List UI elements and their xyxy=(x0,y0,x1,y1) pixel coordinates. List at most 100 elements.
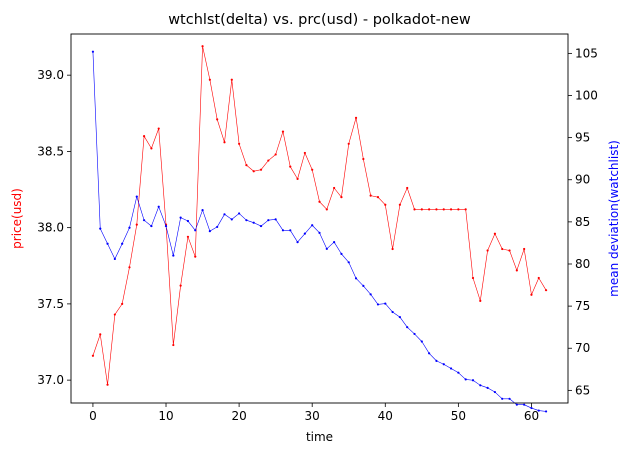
data-point xyxy=(186,235,190,238)
data-point xyxy=(457,208,460,211)
data-point xyxy=(121,302,124,305)
data-point xyxy=(333,240,336,244)
data-point xyxy=(420,340,423,343)
y-left-tick-label: 37.5 xyxy=(37,297,64,311)
y-right-tick-label: 90 xyxy=(575,173,590,187)
data-point xyxy=(223,141,226,144)
data-point xyxy=(391,310,394,314)
data-point xyxy=(523,403,526,406)
y-left-tick-label: 39.0 xyxy=(37,68,64,82)
data-point xyxy=(106,383,109,386)
data-point xyxy=(289,165,292,168)
y-right-tick-label: 105 xyxy=(575,46,598,60)
data-point xyxy=(296,177,299,180)
data-point xyxy=(164,224,168,228)
data-point xyxy=(201,45,204,48)
data-point xyxy=(252,170,255,173)
data-point xyxy=(303,232,306,235)
data-point xyxy=(369,194,372,197)
data-point xyxy=(99,333,102,336)
y-left-tick-label: 38.0 xyxy=(37,221,64,235)
data-point xyxy=(113,257,116,261)
data-point xyxy=(420,208,423,211)
data-point xyxy=(128,266,131,269)
data-point xyxy=(267,219,270,222)
data-point xyxy=(274,218,277,221)
data-point xyxy=(113,313,116,316)
x-axis: 0 10 20 30 40 50 60 xyxy=(89,403,539,423)
data-point xyxy=(194,229,197,232)
y-left-tick-label: 37.0 xyxy=(37,373,64,387)
data-point xyxy=(121,242,124,245)
data-point xyxy=(208,78,211,81)
data-point xyxy=(406,186,409,190)
data-point xyxy=(106,242,109,245)
x-tick-label: 50 xyxy=(451,409,466,423)
data-point xyxy=(172,343,175,347)
y-axis-left-label: price(usd) xyxy=(10,188,24,249)
data-point xyxy=(325,208,328,211)
data-point xyxy=(537,409,540,412)
data-point xyxy=(318,200,321,203)
data-point xyxy=(471,276,475,280)
data-point xyxy=(128,226,131,229)
data-point xyxy=(216,225,219,229)
data-point xyxy=(435,359,438,362)
data-point xyxy=(333,186,336,190)
data-point xyxy=(325,247,328,250)
data-point xyxy=(296,240,299,244)
data-point xyxy=(384,302,387,305)
data-point xyxy=(508,249,511,252)
data-point xyxy=(91,50,95,53)
data-point xyxy=(442,363,445,366)
y-axis-right-label: mean deviation(watchlist) xyxy=(607,140,621,297)
data-point xyxy=(238,212,241,215)
data-point xyxy=(252,221,255,224)
data-point xyxy=(406,326,409,329)
x-tick-label: 0 xyxy=(89,409,97,423)
x-tick-label: 40 xyxy=(378,409,393,423)
data-point xyxy=(179,216,182,219)
data-point xyxy=(486,249,489,252)
data-point xyxy=(99,227,102,230)
series-markers-price xyxy=(91,45,548,386)
x-tick-label: 60 xyxy=(524,409,539,423)
data-point xyxy=(493,232,497,235)
data-point xyxy=(157,205,160,208)
data-point xyxy=(238,142,241,145)
data-point xyxy=(216,118,219,121)
data-point xyxy=(201,208,204,212)
data-point xyxy=(194,255,197,258)
data-point xyxy=(354,277,358,280)
data-point xyxy=(464,378,467,381)
data-point xyxy=(457,371,460,374)
data-point xyxy=(435,208,438,211)
y-axis-right: 65 70 75 80 85 90 95 100 105 xyxy=(568,46,598,397)
data-point xyxy=(142,135,146,138)
data-point xyxy=(142,219,146,222)
data-point xyxy=(391,247,394,251)
data-point xyxy=(354,116,358,119)
data-point xyxy=(135,195,138,198)
data-point xyxy=(449,208,453,211)
data-point xyxy=(230,78,233,81)
data-point xyxy=(398,315,401,319)
data-point xyxy=(515,269,518,272)
data-point xyxy=(523,247,526,251)
y-right-tick-label: 75 xyxy=(575,299,590,313)
series-markers-mean-deviation xyxy=(91,50,548,413)
data-point xyxy=(369,293,372,296)
data-point xyxy=(281,130,285,133)
data-point xyxy=(530,406,533,410)
data-point xyxy=(493,390,497,394)
data-point xyxy=(479,384,482,387)
data-point xyxy=(289,229,292,232)
data-point xyxy=(303,151,306,155)
data-point xyxy=(274,153,277,156)
data-point xyxy=(544,410,548,413)
data-point xyxy=(376,196,380,199)
y-left-tick-label: 38.5 xyxy=(37,144,64,158)
data-point xyxy=(508,397,511,400)
y-right-tick-label: 95 xyxy=(575,131,590,145)
x-axis-label: time xyxy=(306,430,333,444)
